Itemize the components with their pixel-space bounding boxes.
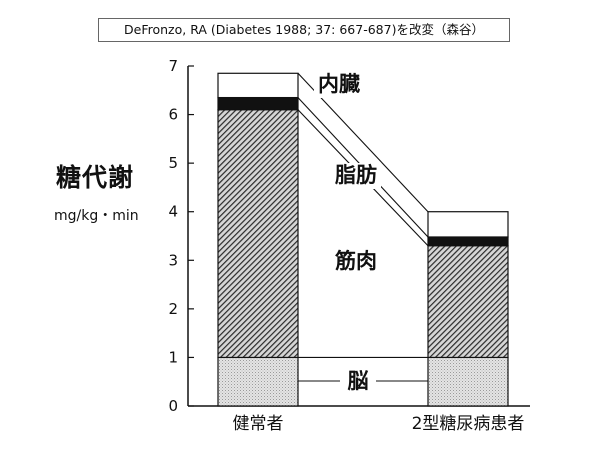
series-label: 内臓 bbox=[318, 72, 360, 96]
bar-segment-2-3 bbox=[427, 236, 509, 247]
source-citation: DeFronzo, RA (Diabetes 1988; 37: 667-687… bbox=[98, 18, 510, 42]
series-label-bg bbox=[331, 163, 381, 189]
y-tick-label: 1 bbox=[168, 348, 178, 366]
bar-segment-2-2 bbox=[427, 245, 509, 359]
y-axis-title: 糖代謝 bbox=[56, 163, 135, 192]
y-tick-label: 5 bbox=[168, 154, 178, 172]
y-tick-label: 3 bbox=[168, 251, 178, 269]
y-axis-unit: mg/kg・min bbox=[54, 208, 139, 224]
y-tick-label: 6 bbox=[168, 106, 178, 124]
x-category-label: 健常者 bbox=[233, 414, 284, 434]
bar-segment-1-3 bbox=[217, 96, 299, 111]
x-category-label: 2型糖尿病患者 bbox=[412, 414, 525, 434]
series-label-bg bbox=[344, 369, 372, 395]
bar-segment-1-4 bbox=[217, 72, 299, 99]
y-tick-label: 2 bbox=[168, 300, 178, 318]
bar-segment-1-1 bbox=[217, 356, 299, 407]
bar-segment-1-2 bbox=[217, 109, 299, 359]
bar-segment-2-4 bbox=[427, 211, 509, 238]
series-label-bg bbox=[314, 72, 364, 98]
y-tick-label: 7 bbox=[168, 57, 178, 75]
series-label: 脳 bbox=[348, 369, 369, 393]
bar-segment-2-1 bbox=[427, 356, 509, 407]
y-tick-label: 0 bbox=[168, 397, 178, 415]
series-label-bg bbox=[331, 249, 381, 275]
series-label: 筋肉 bbox=[334, 249, 377, 273]
series-label: 脂肪 bbox=[335, 163, 377, 187]
y-tick-label: 4 bbox=[168, 203, 178, 221]
